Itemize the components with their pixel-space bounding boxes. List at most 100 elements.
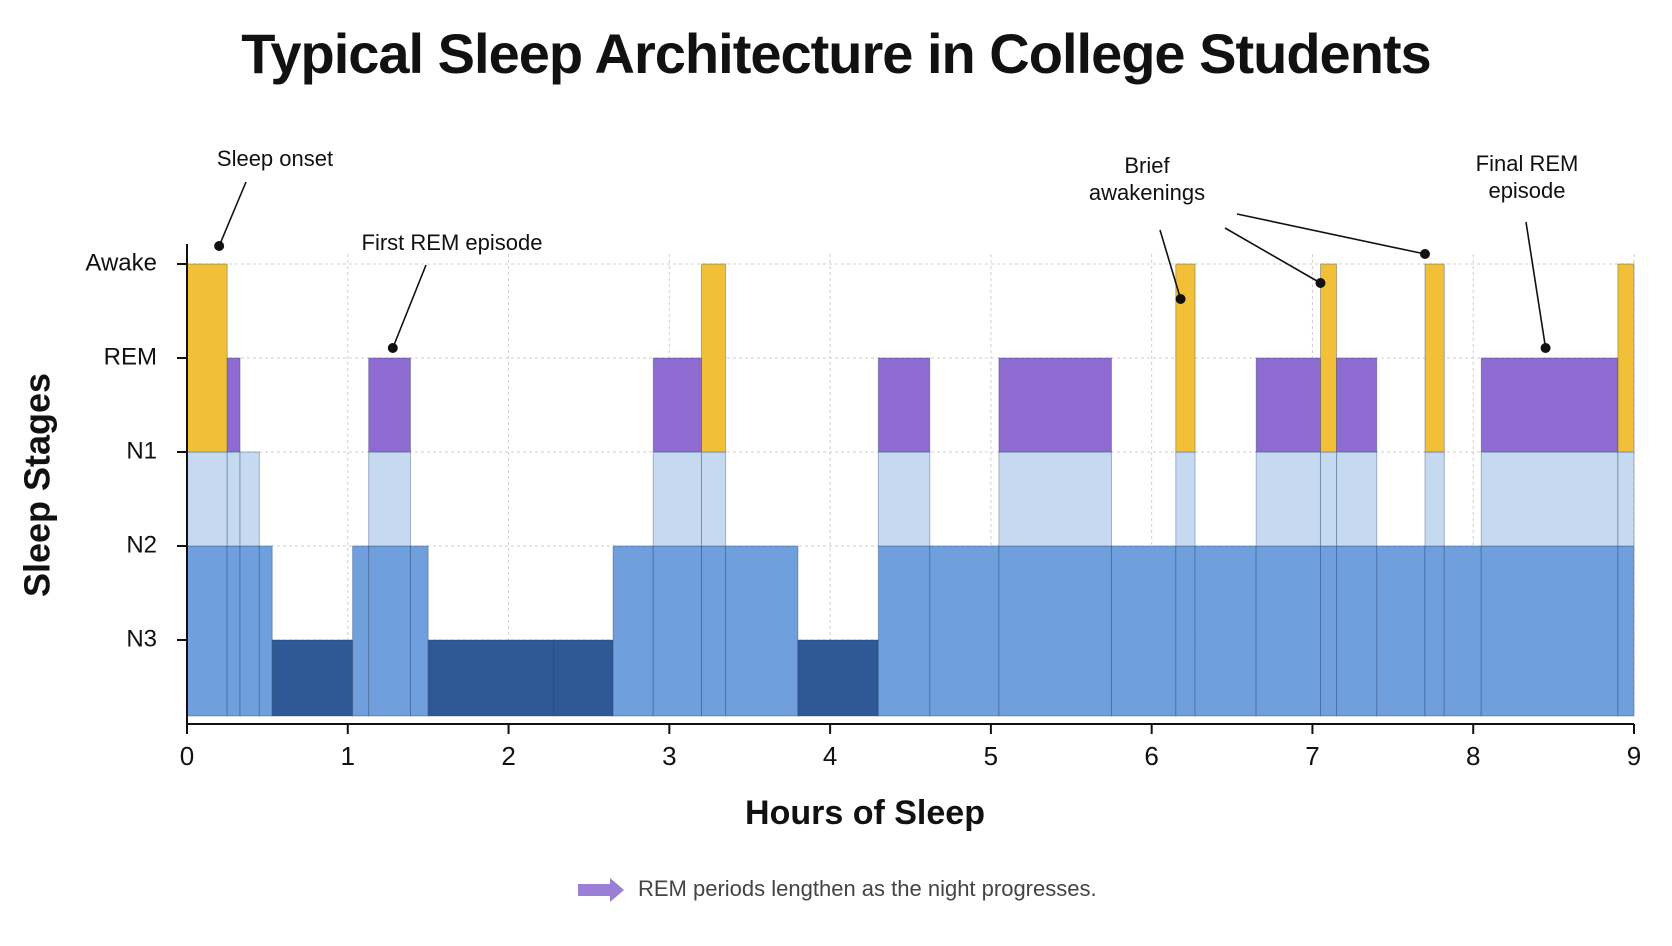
x-tick-label: 0: [180, 741, 194, 771]
segment-band: [1336, 357, 1378, 453]
y-tick-label: N3: [126, 625, 157, 652]
segment-band: [1336, 451, 1378, 547]
stage-segment: [998, 357, 1112, 717]
segment-band: [1175, 545, 1196, 717]
segment-band: [998, 545, 1112, 717]
segment-band: [877, 451, 931, 547]
segment-band: [652, 545, 702, 717]
segment-band: [553, 639, 614, 717]
stage-segment: [352, 545, 370, 717]
segment-band: [409, 545, 429, 717]
segment-band: [352, 545, 370, 717]
annotation-text: Brief awakenings: [1089, 153, 1205, 205]
stage-segment: [725, 545, 799, 717]
segment-band: [700, 451, 727, 547]
segment-band: [1319, 545, 1338, 717]
x-tick-label: 7: [1305, 741, 1319, 771]
chart-title: Typical Sleep Architecture in College St…: [241, 22, 1430, 85]
stage-segment: [1376, 545, 1426, 717]
segment-band: [1255, 451, 1321, 547]
annotation-text: First REM episode: [362, 230, 543, 255]
axes: Awake REM N1 N2 N3 0 1 2 3 4 5 6 7 8 9: [85, 244, 1641, 771]
x-axis-title: Hours of Sleep: [745, 794, 985, 832]
segment-band: [226, 545, 241, 717]
y-tick-label: N1: [126, 437, 157, 464]
segment-band: [1175, 263, 1196, 453]
stage-segment: [1443, 545, 1482, 717]
segment-band: [1319, 451, 1338, 547]
segment-band: [368, 451, 411, 547]
stage-segment: [797, 639, 879, 717]
y-tick-label: Awake: [85, 249, 157, 276]
segment-band: [186, 545, 228, 717]
segment-band: [1480, 545, 1619, 717]
stage-segment: [1110, 545, 1177, 717]
x-tick-label: 2: [501, 741, 515, 771]
annotation-point: [214, 241, 225, 251]
x-tick-label: 9: [1627, 741, 1641, 771]
stage-segment: [239, 451, 260, 717]
stage-segment: [1175, 263, 1196, 717]
stage-segment: [929, 545, 1000, 717]
stage-segment: [700, 263, 727, 717]
stage-segment: [271, 639, 354, 717]
segment-band: [226, 451, 241, 547]
note-arrow: [578, 878, 624, 902]
x-tick-label: 1: [341, 741, 355, 771]
segment-band: [1480, 451, 1619, 547]
segment-band: [186, 263, 228, 453]
stage-segment: [368, 357, 411, 717]
segment-band: [612, 545, 654, 717]
annotation-text: Final REM episode: [1476, 151, 1579, 203]
segment-band: [1424, 263, 1445, 453]
segment-band: [1480, 357, 1619, 453]
segment-band: [1336, 545, 1378, 717]
stage-segment: [409, 545, 429, 717]
annotation-point: [387, 343, 398, 353]
segment-band: [877, 357, 931, 453]
segment-band: [368, 545, 411, 717]
segment-band: [652, 451, 702, 547]
annotation-point: [1540, 343, 1551, 353]
segment-band: [186, 451, 228, 547]
stage-segment: [186, 263, 228, 717]
segment-band: [725, 545, 799, 717]
stage-segment: [553, 639, 614, 717]
stage-segment: [877, 357, 931, 717]
segment-band: [1319, 263, 1338, 453]
segment-band: [239, 545, 260, 717]
segment-band: [226, 357, 241, 453]
stage-segment: [1336, 357, 1378, 717]
y-axis-title: Sleep Stages: [17, 373, 58, 597]
segment-band: [929, 545, 1000, 717]
annotation-leader: [1525, 221, 1547, 349]
segment-band: [1255, 545, 1321, 717]
stage-segment: [652, 357, 702, 717]
stage-segment: [1617, 263, 1635, 717]
stage-segment: [1319, 263, 1338, 717]
annotation-point: [1175, 294, 1186, 304]
stage-segment: [226, 357, 241, 717]
segment-band: [1175, 451, 1196, 547]
stage-segment: [258, 545, 273, 717]
annotation-leader: [218, 181, 247, 247]
segment-band: [1617, 263, 1635, 453]
segment-band: [700, 545, 727, 717]
stage-segment: [1424, 263, 1445, 717]
annotation-point: [1315, 278, 1326, 288]
segment-band: [1110, 545, 1177, 717]
note: REM periods lengthen as the night progre…: [638, 876, 1097, 901]
y-tick-label: REM: [104, 343, 157, 370]
annotation-leader: [1224, 227, 1321, 284]
segment-band: [368, 357, 411, 453]
annotation-leader: [1159, 229, 1182, 300]
x-tick-label: 6: [1144, 741, 1158, 771]
stage-segment: [1480, 357, 1619, 717]
plot: [186, 263, 1635, 717]
segment-band: [1617, 545, 1635, 717]
x-tick-label: 3: [662, 741, 676, 771]
x-tick-label: 4: [823, 741, 837, 771]
stage-segment: [1194, 545, 1257, 717]
stage-segment: [427, 639, 555, 717]
